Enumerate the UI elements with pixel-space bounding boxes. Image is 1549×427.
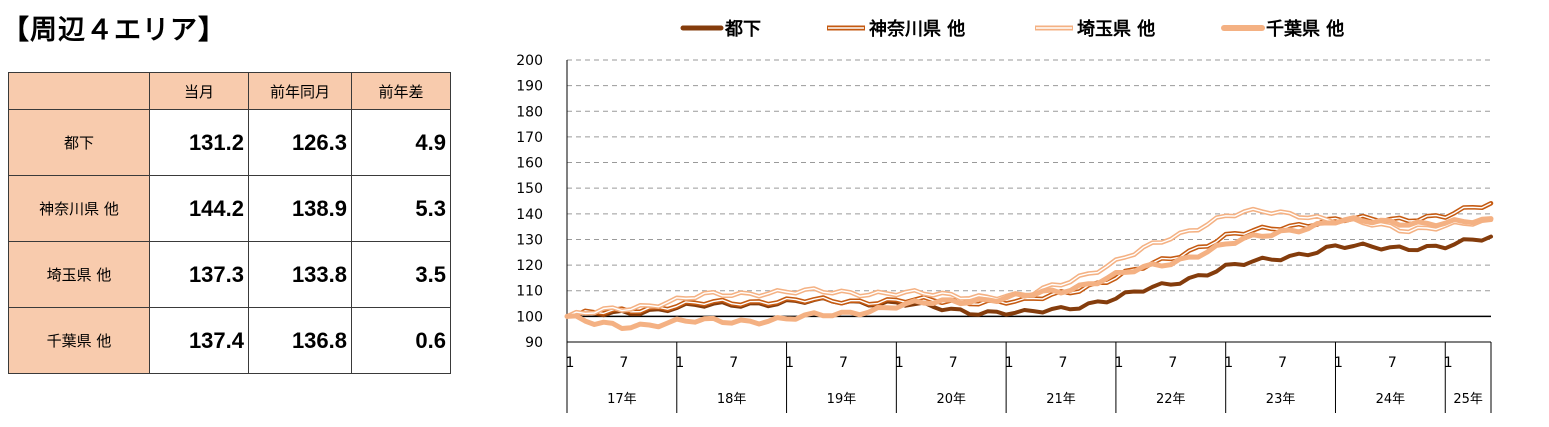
series-line-inner-1: [566, 202, 1492, 318]
y-tick-label: 110: [516, 284, 543, 300]
row-label: 神奈川県 他: [8, 175, 150, 242]
cell-diff: 3.5: [351, 241, 451, 308]
x-month-label: 1: [1224, 355, 1233, 371]
y-tick-label: 190: [516, 79, 543, 95]
cell-prev-year: 138.9: [248, 175, 352, 242]
legend-label-0: 都下: [724, 19, 761, 40]
legend-label-1: 神奈川県 他: [869, 18, 965, 40]
line-chart: 90 100 110 120 130 140 150 160 170 180 190 200 17年 18…: [516, 18, 1494, 413]
x-year-label: 18年: [717, 392, 747, 407]
page-title: 【周辺４エリア】: [2, 15, 226, 46]
y-tick-label: 200: [516, 53, 543, 69]
col-header-prev-year: 前年同月: [248, 72, 352, 110]
y-tick-label: 150: [516, 181, 543, 197]
cell-prev-year: 126.3: [248, 109, 352, 176]
y-tick-label: 120: [516, 258, 543, 274]
x-year-label: 25年: [1453, 392, 1483, 407]
x-year-label: 17年: [607, 392, 637, 407]
x-month-label: 7: [729, 355, 738, 371]
cell-current: 144.2: [149, 175, 249, 242]
table-row: 千葉県 他 137.4 136.8 0.6: [8, 307, 451, 374]
x-year-label: 24年: [1376, 392, 1406, 407]
cell-diff: 4.9: [351, 109, 451, 176]
cell-current: 137.3: [149, 241, 249, 308]
table-row: 神奈川県 他 144.2 138.9 5.3: [8, 175, 451, 242]
y-tick-label: 100: [516, 309, 543, 325]
x-year-label: 19年: [827, 392, 857, 407]
cell-diff: 5.3: [351, 175, 451, 242]
row-label: 都下: [8, 109, 150, 176]
x-month-label: 1: [1334, 355, 1343, 371]
x-month-label: 7: [1278, 355, 1287, 371]
y-tick-label: 170: [516, 130, 543, 146]
x-month-label: 1: [566, 355, 575, 371]
x-month-label: 7: [1388, 355, 1397, 371]
x-month-label: 7: [1059, 355, 1068, 371]
summary-table: 当月 前年同月 前年差 都下 131.2 126.3 4.9 神奈川県 他 14…: [8, 72, 451, 374]
col-header-current: 当月: [149, 72, 249, 110]
legend-label-3: 千葉県 他: [1266, 18, 1344, 40]
y-tick-label: 90: [525, 335, 543, 351]
cell-current: 137.4: [149, 307, 249, 374]
y-tick-label: 140: [516, 207, 543, 223]
col-header-diff: 前年差: [351, 72, 451, 110]
x-month-label: 7: [949, 355, 958, 371]
table-row: 埼玉県 他 137.3 133.8 3.5: [8, 241, 451, 308]
x-month-label: 1: [1444, 355, 1453, 371]
x-year-label: 23年: [1266, 392, 1296, 407]
series-line-3: [564, 215, 1494, 331]
row-label: 千葉県 他: [8, 307, 150, 374]
y-tick-label: 130: [516, 232, 543, 248]
table-header-row: 当月 前年同月 前年差: [8, 72, 451, 110]
cell-prev-year: 133.8: [248, 241, 352, 308]
cell-diff: 0.6: [351, 307, 451, 374]
x-year-label: 21年: [1046, 392, 1076, 407]
table-row: 都下 131.2 126.3 4.9: [8, 109, 451, 176]
x-year-label: 22年: [1156, 392, 1186, 407]
x-month-label: 7: [1168, 355, 1177, 371]
legend-label-2: 埼玉県 他: [1077, 18, 1155, 40]
x-year-label: 20年: [936, 392, 966, 407]
x-month-label: 1: [1114, 355, 1123, 371]
cell-current: 131.2: [149, 109, 249, 176]
x-month-label: 1: [785, 355, 794, 371]
table-corner-cell: [8, 72, 150, 110]
x-month-label: 1: [895, 355, 904, 371]
x-month-label: 1: [1005, 355, 1014, 371]
y-tick-label: 160: [516, 156, 543, 172]
cell-prev-year: 136.8: [248, 307, 352, 374]
x-month-label: 1: [675, 355, 684, 371]
row-label: 埼玉県 他: [8, 241, 150, 308]
x-month-label: 7: [839, 355, 848, 371]
x-month-label: 7: [619, 355, 628, 371]
y-tick-label: 180: [516, 104, 543, 120]
